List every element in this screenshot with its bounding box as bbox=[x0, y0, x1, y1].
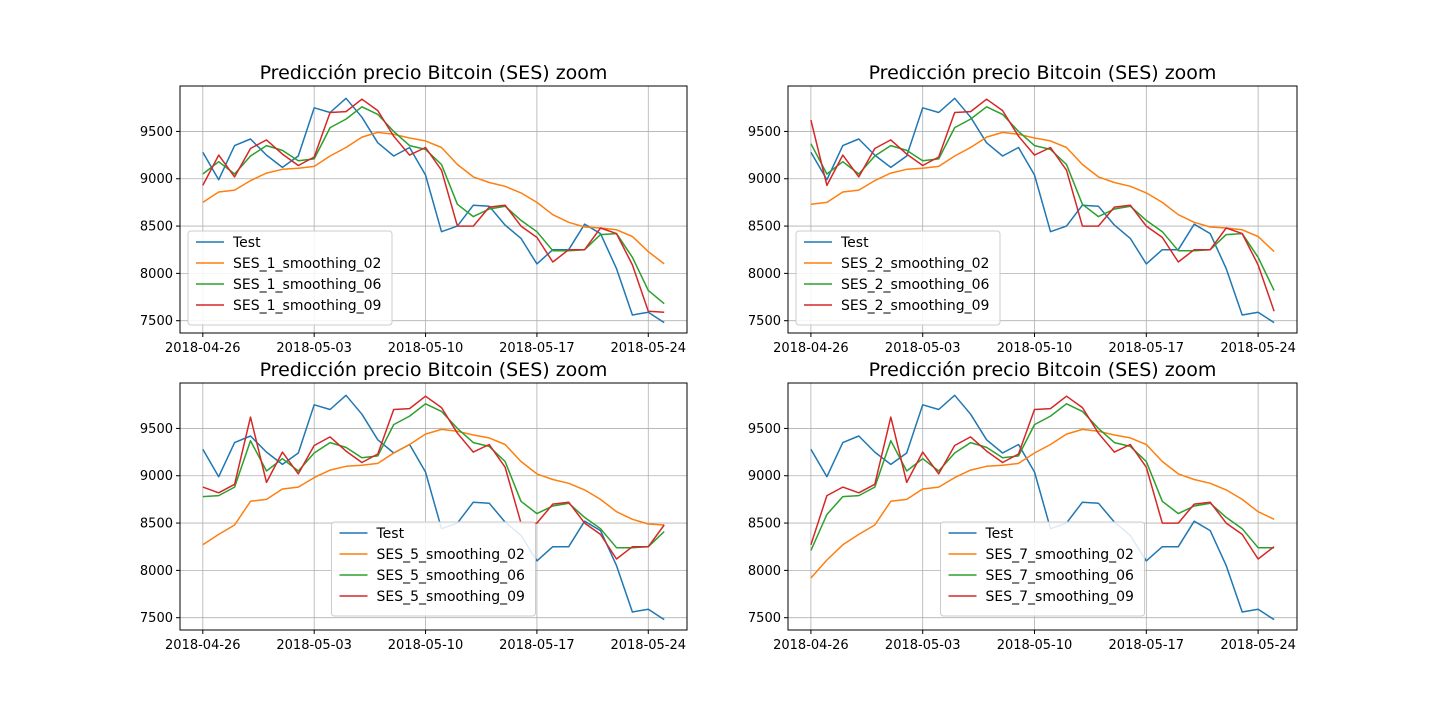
legend-label: Test bbox=[376, 526, 405, 542]
legend-label: SES_2_smoothing_06 bbox=[841, 277, 990, 293]
x-tick-label: 2018-04-26 bbox=[165, 638, 241, 653]
series-line-ses-7-smoothing-06 bbox=[810, 403, 1275, 551]
legend-label: SES_1_smoothing_09 bbox=[233, 298, 381, 314]
legend-label: Test bbox=[985, 526, 1014, 542]
y-tick-label: 7500 bbox=[140, 611, 173, 626]
legend-label: Test bbox=[232, 235, 261, 251]
series-line-test bbox=[810, 97, 1275, 324]
series-line-ses-5-smoothing-06 bbox=[202, 403, 665, 549]
x-tick-label: 2018-05-17 bbox=[499, 341, 575, 356]
series-line-ses-1-smoothing-09 bbox=[202, 98, 665, 313]
legend-box bbox=[795, 230, 1001, 326]
legend-label: SES_5_smoothing_09 bbox=[377, 589, 525, 605]
y-tick-label: 9500 bbox=[140, 422, 173, 437]
chart-panel-1: Predicción precio Bitcoin (SES) zoom 2018… bbox=[140, 62, 688, 356]
x-tick-label: 2018-04-26 bbox=[773, 638, 849, 653]
legend-label: SES_7_smoothing_06 bbox=[986, 568, 1135, 584]
x-tick-label: 2018-05-17 bbox=[1109, 341, 1185, 356]
x-tick-label: 2018-05-03 bbox=[885, 638, 961, 653]
y-tick-label: 9000 bbox=[140, 469, 173, 484]
chart-title: Predicción precio Bitcoin (SES) zoom bbox=[869, 62, 1217, 84]
legend: Test SES_7_smoothing_02 SES_7_smoothing_06… bbox=[940, 521, 1145, 617]
x-tick-label: 2018-05-03 bbox=[885, 341, 961, 356]
series-line-test bbox=[810, 394, 1275, 621]
legend-label: SES_7_smoothing_09 bbox=[986, 589, 1134, 605]
legend-label: SES_1_smoothing_02 bbox=[233, 256, 381, 272]
x-tick-label: 2018-05-24 bbox=[610, 341, 686, 356]
y-tick-label: 9500 bbox=[748, 125, 781, 140]
y-tick-label: 7500 bbox=[748, 611, 781, 626]
x-tick-label: 2018-05-24 bbox=[610, 638, 686, 653]
axes-frame bbox=[787, 85, 1298, 334]
series-line-ses-7-smoothing-02 bbox=[810, 428, 1275, 579]
y-tick-label: 7500 bbox=[140, 314, 173, 329]
y-tick-label: 8500 bbox=[140, 220, 173, 235]
x-tick-label: 2018-05-24 bbox=[1220, 638, 1296, 653]
series-line-test bbox=[202, 97, 665, 324]
x-tick-label: 2018-04-26 bbox=[773, 341, 849, 356]
y-tick-label: 8000 bbox=[748, 564, 781, 579]
series-line-ses-2-smoothing-02 bbox=[810, 131, 1275, 253]
y-tick-label: 9000 bbox=[748, 172, 781, 187]
y-tick-label: 7500 bbox=[748, 314, 781, 329]
x-tick-label: 2018-05-03 bbox=[276, 341, 352, 356]
y-tick-label: 9500 bbox=[748, 422, 781, 437]
y-tick-label: 8500 bbox=[140, 517, 173, 532]
chart-panel-4: Predicción precio Bitcoin (SES) zoom 2018… bbox=[748, 359, 1298, 653]
chart-title: Predicción precio Bitcoin (SES) zoom bbox=[869, 359, 1217, 381]
y-tick-label: 8500 bbox=[748, 517, 781, 532]
axes-frame bbox=[787, 382, 1298, 631]
legend-label: SES_2_smoothing_02 bbox=[841, 256, 989, 272]
series-line-ses-5-smoothing-02 bbox=[202, 428, 665, 546]
series-line-test bbox=[202, 394, 665, 621]
legend-box bbox=[331, 521, 536, 617]
y-tick-label: 9500 bbox=[140, 125, 173, 140]
chart-panel-2: Predicción precio Bitcoin (SES) zoom 2018… bbox=[748, 62, 1298, 356]
legend-label: SES_7_smoothing_02 bbox=[986, 547, 1134, 563]
y-tick-label: 9000 bbox=[748, 469, 781, 484]
y-tick-label: 8500 bbox=[748, 220, 781, 235]
series-line-ses-5-smoothing-09 bbox=[202, 395, 665, 560]
x-tick-label: 2018-04-26 bbox=[165, 341, 241, 356]
y-tick-label: 8000 bbox=[140, 564, 173, 579]
axes-frame bbox=[179, 382, 688, 631]
x-tick-label: 2018-05-17 bbox=[1109, 638, 1185, 653]
y-tick-label: 8000 bbox=[140, 267, 173, 282]
axes-frame bbox=[179, 85, 688, 334]
series-line-ses-7-smoothing-09 bbox=[810, 395, 1275, 560]
legend-label: SES_5_smoothing_06 bbox=[377, 568, 526, 584]
x-tick-label: 2018-05-17 bbox=[499, 638, 575, 653]
legend-label: SES_2_smoothing_09 bbox=[841, 298, 989, 314]
chart-title: Predicción precio Bitcoin (SES) zoom bbox=[260, 62, 608, 84]
x-tick-label: 2018-05-10 bbox=[388, 341, 464, 356]
chart-panel-3: Predicción precio Bitcoin (SES) zoom 2018… bbox=[140, 359, 688, 653]
chart-title: Predicción precio Bitcoin (SES) zoom bbox=[260, 359, 608, 381]
legend: Test SES_2_smoothing_02 SES_2_smoothing_06… bbox=[795, 230, 1001, 326]
x-tick-label: 2018-05-24 bbox=[1220, 341, 1296, 356]
y-tick-label: 8000 bbox=[748, 267, 781, 282]
legend-label: SES_1_smoothing_06 bbox=[233, 277, 382, 293]
x-tick-label: 2018-05-03 bbox=[276, 638, 352, 653]
legend-box bbox=[940, 521, 1145, 617]
series-line-ses-2-smoothing-09 bbox=[810, 98, 1275, 312]
y-tick-label: 9000 bbox=[140, 172, 173, 187]
legend: Test SES_1_smoothing_02 SES_1_smoothing_06… bbox=[187, 230, 393, 326]
legend: Test SES_5_smoothing_02 SES_5_smoothing_06… bbox=[331, 521, 536, 617]
legend-label: Test bbox=[840, 235, 869, 251]
series-line-ses-2-smoothing-06 bbox=[810, 106, 1275, 291]
legend-box bbox=[187, 230, 393, 326]
x-tick-label: 2018-05-10 bbox=[388, 638, 464, 653]
series-line-ses-1-smoothing-02 bbox=[202, 131, 665, 265]
x-tick-label: 2018-05-10 bbox=[997, 341, 1073, 356]
x-tick-label: 2018-05-10 bbox=[997, 638, 1073, 653]
legend-label: SES_5_smoothing_02 bbox=[377, 547, 525, 563]
